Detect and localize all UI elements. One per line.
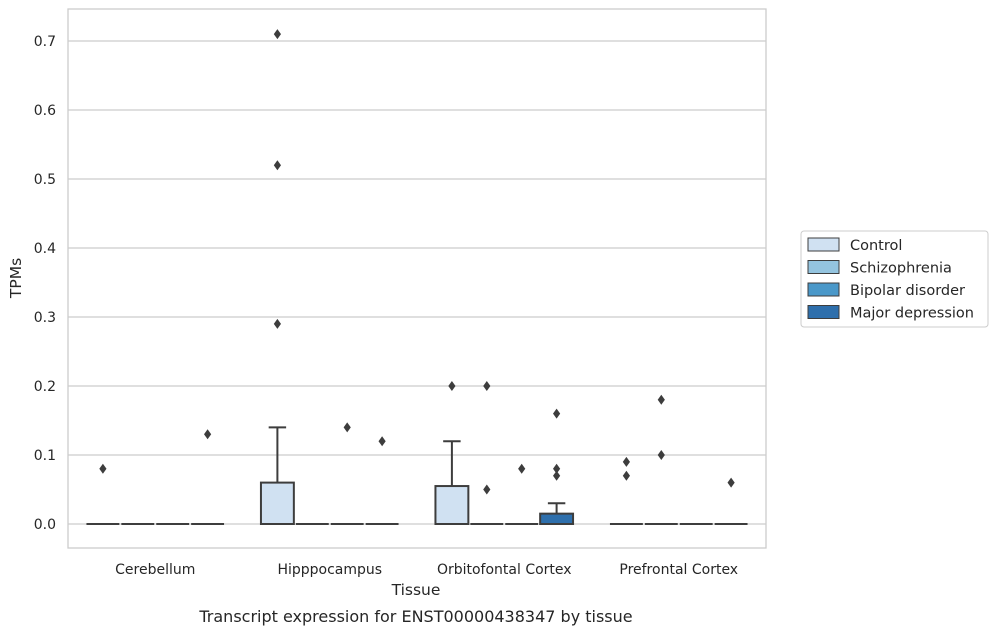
x-tick-label: Prefrontal Cortex <box>619 562 738 578</box>
box-control <box>434 440 470 525</box>
outlier-point <box>273 318 281 329</box>
y-tick-label: 0.1 <box>34 448 56 464</box>
outlier-point <box>657 450 665 460</box>
x-axis-label: Tissue <box>391 581 441 599</box>
y-tick-label: 0.0 <box>34 517 56 533</box>
legend-frame <box>800 230 989 328</box>
outlier-point <box>483 381 491 391</box>
box-major-depression <box>539 502 575 526</box>
x-tick-label: Hipppocampus <box>277 562 382 578</box>
box-control <box>259 426 295 526</box>
legend-swatch <box>807 282 840 297</box>
legend-label: Major depression <box>850 306 974 322</box>
outlier-point <box>727 477 735 488</box>
legend-swatch <box>807 237 840 252</box>
y-tick-label: 0.5 <box>34 172 56 188</box>
legend-swatch <box>807 260 840 274</box>
figure-caption: Transcript expression for ENST0000043834… <box>198 607 632 626</box>
x-tick-label: Orbitofontal Cortex <box>437 562 572 578</box>
gridlines <box>68 40 766 525</box>
x-tick-label: Cerebellum <box>115 562 195 578</box>
y-tick-label: 0.6 <box>34 103 56 119</box>
outlier-point <box>553 463 561 474</box>
x-axis-ticks: Cerebellum Hipppocampus Orbitofontal Corte… <box>115 562 738 578</box>
legend: Control Schizophrenia Bipolar disorder Majo… <box>800 230 989 328</box>
y-tick-label: 0.4 <box>34 241 56 257</box>
box-body <box>434 485 470 525</box>
outlier-point <box>553 470 561 481</box>
outlier-point <box>273 160 281 171</box>
outlier-point <box>622 470 630 481</box>
outlier-point <box>553 408 561 419</box>
outlier-point <box>204 429 212 440</box>
outlier-point <box>99 463 107 474</box>
y-tick-label: 0.2 <box>34 379 56 395</box>
y-tick-label: 0.7 <box>34 34 56 50</box>
boxes <box>86 426 748 526</box>
y-axis-ticks: 0.0 0.1 0.2 0.3 0.4 0.5 0.6 0.7 <box>34 34 56 533</box>
outlier-point <box>622 456 630 467</box>
legend-swatch <box>807 305 840 319</box>
outlier-point <box>273 29 281 40</box>
legend-label: Bipolar disorder <box>850 283 965 299</box>
outliers <box>99 29 735 495</box>
box-body <box>259 481 295 526</box>
outlier-point <box>378 436 386 447</box>
outlier-point <box>448 381 456 391</box>
outlier-point <box>518 463 526 474</box>
y-axis-label: TPMs <box>7 258 25 299</box>
legend-label: Schizophrenia <box>850 261 952 277</box>
y-tick-label: 0.3 <box>34 310 56 326</box>
outlier-point <box>657 394 665 405</box>
outlier-point <box>483 484 491 495</box>
legend-label: Control <box>850 238 902 254</box>
box-body <box>539 512 575 526</box>
outlier-point <box>343 422 351 433</box>
plot-frame <box>67 8 767 549</box>
